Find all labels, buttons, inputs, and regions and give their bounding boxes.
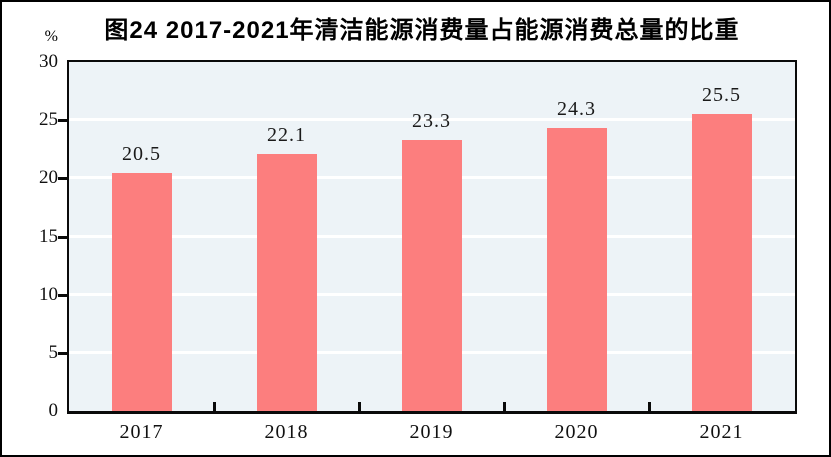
- x-axis-category-label: 2018: [264, 421, 309, 443]
- x-axis-category-label: 2019: [409, 421, 454, 443]
- plot-area: 20.5 22.1 23.3 24.3 25.5: [67, 60, 797, 414]
- x-axis-category-label: 2017: [119, 421, 164, 443]
- y-axis-tick: [58, 177, 67, 181]
- chart-title: 图24 2017-2021年清洁能源消费量占能源消费总量的比重: [104, 17, 740, 44]
- bar-value-label: 23.3: [412, 109, 451, 132]
- y-axis-tick-label: 30: [39, 51, 58, 72]
- y-axis-tick-label: 5: [48, 341, 59, 363]
- x-axis-tick: [213, 402, 216, 411]
- y-axis-unit-label: %: [44, 28, 58, 45]
- y-axis-tick-label: 15: [39, 225, 58, 247]
- gridline: [69, 118, 795, 122]
- bar-value-label: 24.3: [557, 98, 596, 121]
- x-axis-tick: [358, 402, 361, 411]
- x-axis-tick: [503, 402, 506, 411]
- y-axis-tick: [58, 351, 67, 355]
- y-axis-tick-label: 25: [39, 109, 58, 131]
- x-axis-category-label: 2021: [699, 421, 744, 443]
- y-axis-tick: [58, 293, 67, 297]
- y-axis-tick: [58, 119, 67, 123]
- bar-value-label: 25.5: [702, 84, 741, 107]
- bar-2019: [401, 139, 462, 411]
- bar-value-label: 20.5: [122, 142, 161, 165]
- bar-2021: [691, 114, 752, 411]
- bar-value-label: 22.1: [267, 123, 306, 146]
- bar-2020: [546, 128, 607, 411]
- x-axis-category-label: 2020: [554, 421, 599, 443]
- bar-2018: [256, 153, 317, 411]
- y-axis-tick-label: 0: [48, 400, 59, 421]
- x-axis-tick: [648, 402, 651, 411]
- y-axis-tick-label: 10: [39, 283, 58, 305]
- y-axis-tick: [58, 235, 67, 239]
- plot-canvas: 20.5 22.1 23.3 24.3 25.5: [69, 62, 795, 411]
- y-axis-tick-label: 20: [39, 167, 58, 189]
- bar-2017: [111, 172, 172, 411]
